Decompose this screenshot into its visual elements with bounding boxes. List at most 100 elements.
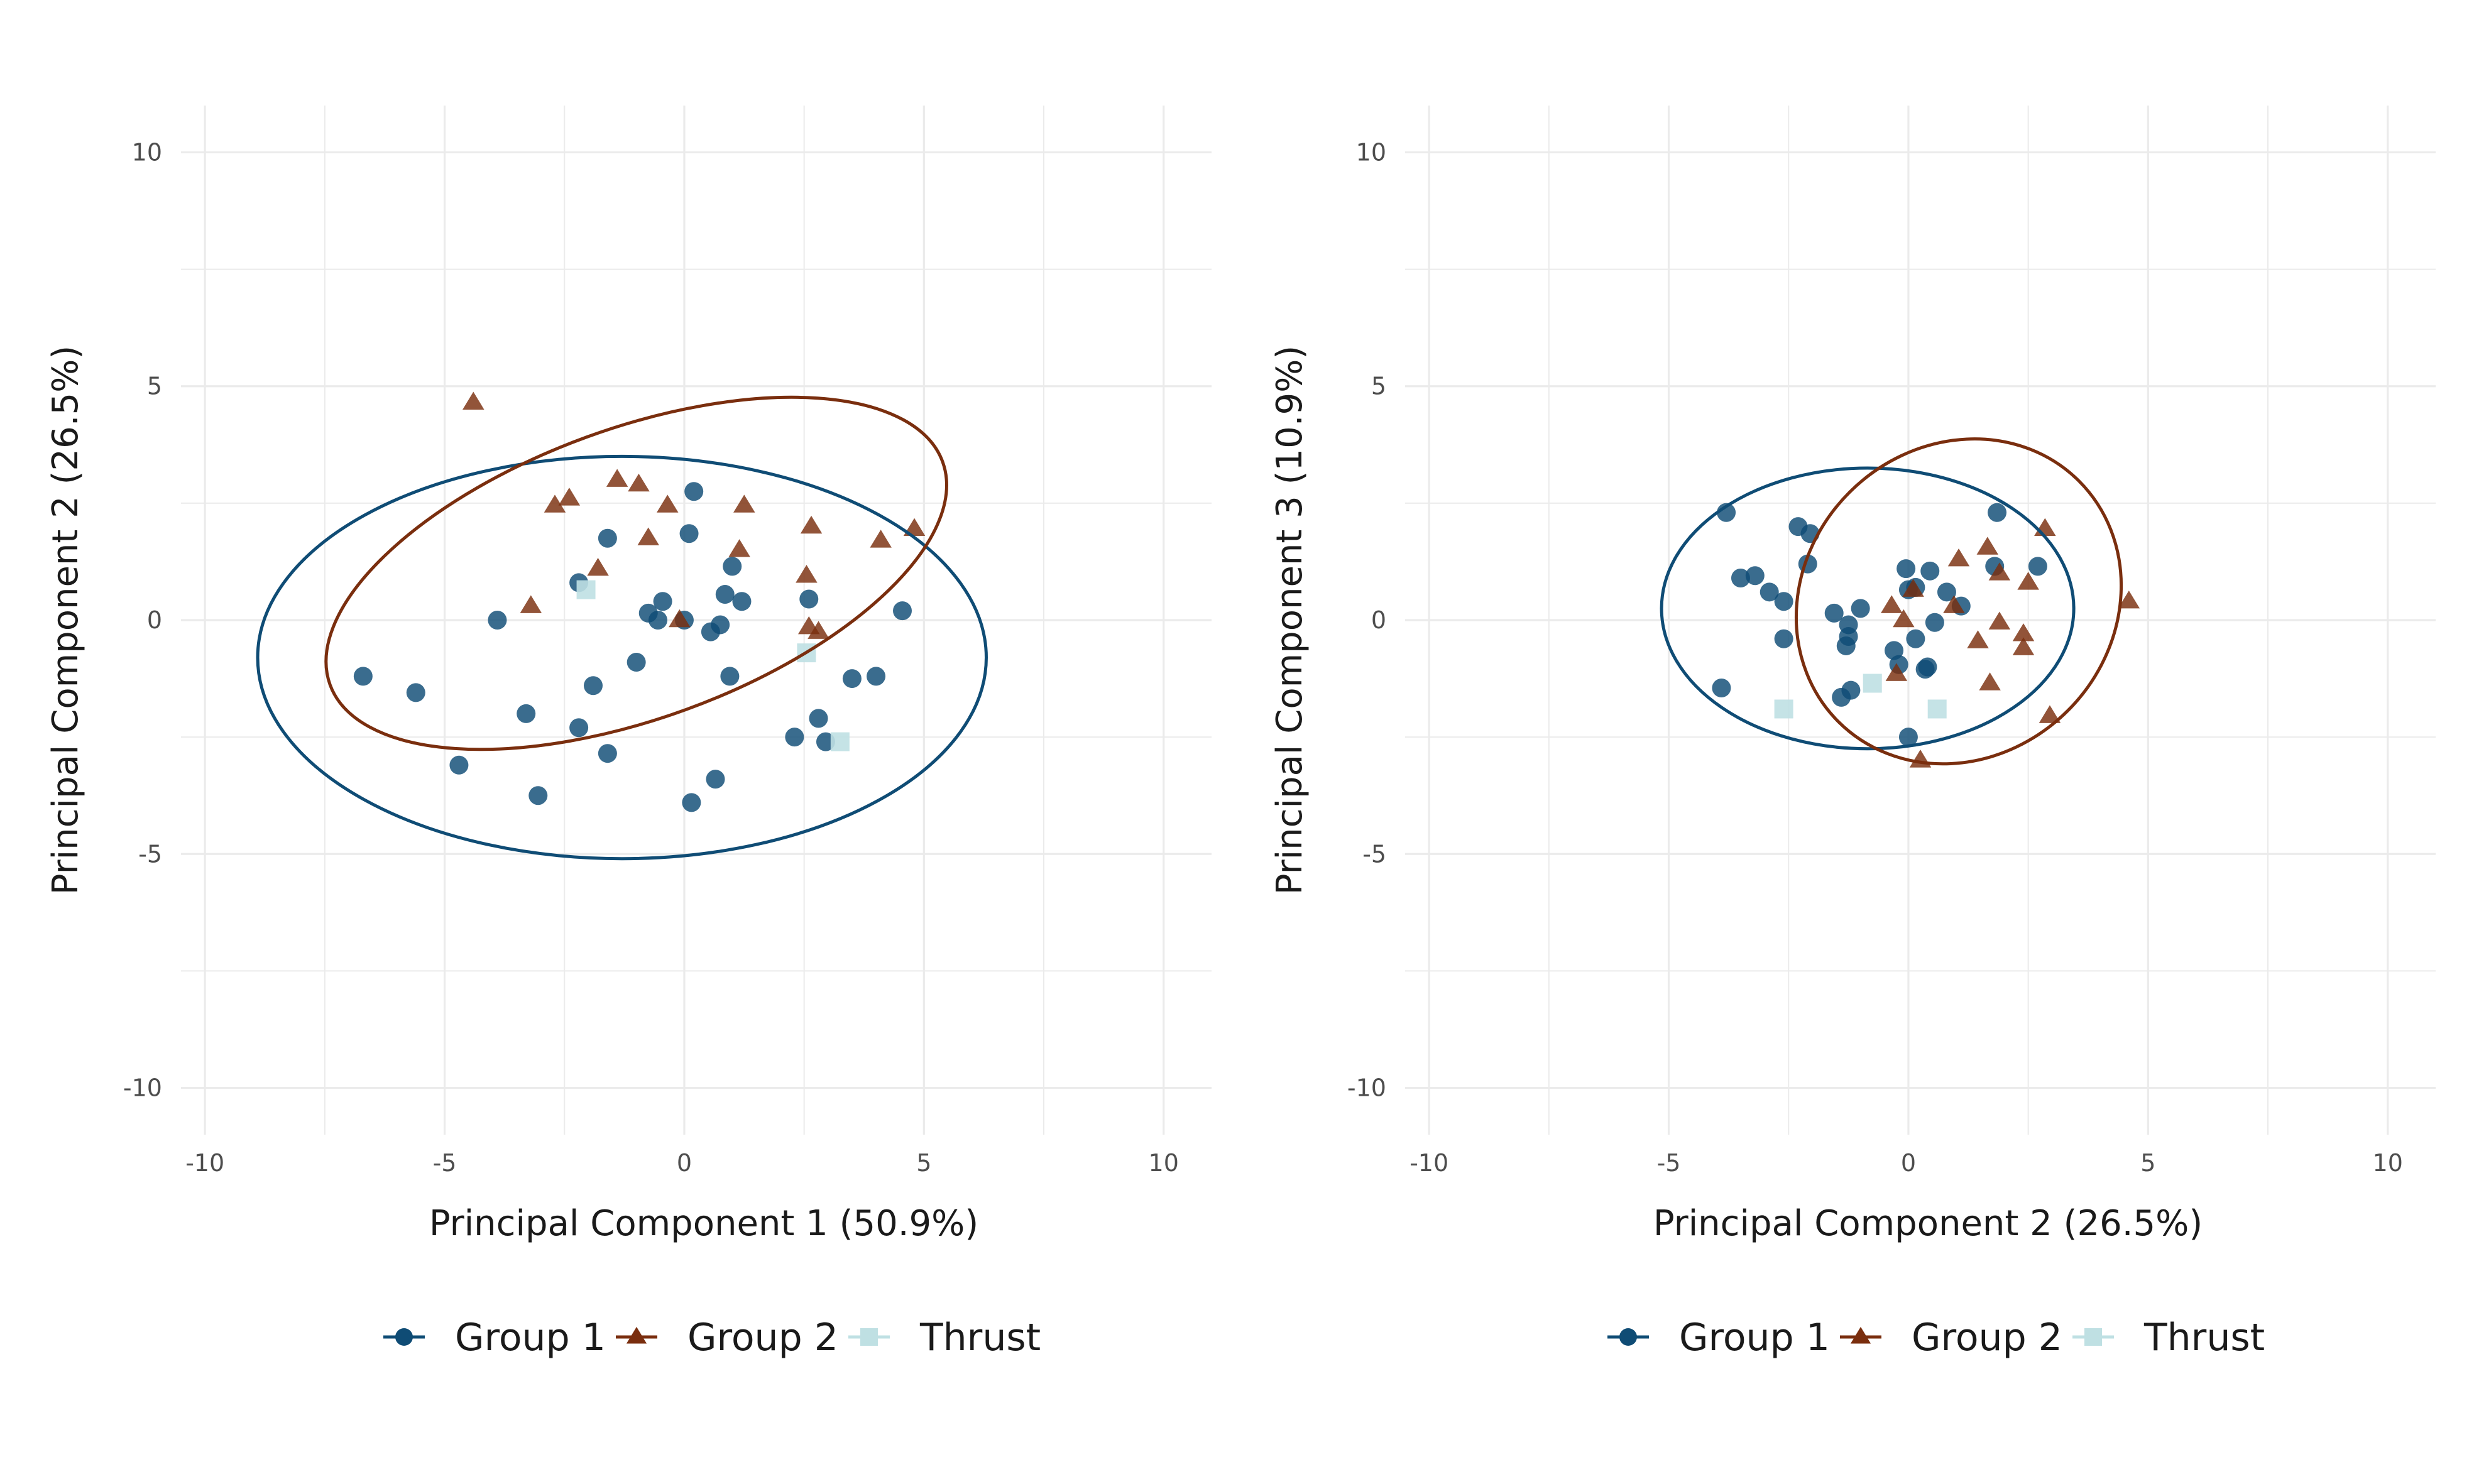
y-tick-label: 10: [1356, 138, 1386, 166]
point-group2: [1902, 579, 1924, 597]
x-tick-label: -5: [433, 1149, 457, 1177]
point-thrust: [1774, 699, 1793, 719]
point-group2: [1909, 750, 1932, 768]
y-tick-label: -10: [1347, 1074, 1386, 1102]
x-axis-title: Principal Component 1 (50.9%): [429, 1203, 978, 1244]
point-group1: [2028, 557, 2047, 576]
point-group2: [1979, 672, 2001, 690]
point-group2: [1947, 548, 1970, 567]
point-group1: [1897, 559, 1916, 579]
points: [1712, 503, 2140, 768]
legend-key-group1: [1619, 1328, 1637, 1346]
pca-panel-2: -10 -5 0 5 10 -10 -5 0 5 10 Principal Component 2 …: [1269, 106, 2436, 1360]
point-group1: [598, 528, 617, 548]
x-axis-title: Principal Component 2 (26.5%): [1653, 1203, 2203, 1244]
point-group1: [1851, 599, 1870, 618]
point-group1: [598, 744, 617, 763]
point-group1: [627, 653, 646, 672]
point-group2: [1988, 562, 2011, 581]
point-group1: [682, 793, 701, 812]
point-group1: [842, 669, 862, 689]
ellipse-group1: [256, 454, 988, 861]
legend-key-group1: [395, 1328, 413, 1346]
point-group2: [637, 527, 659, 545]
point-group2: [587, 557, 609, 576]
point-group1: [867, 667, 886, 686]
point-group1: [1898, 728, 1918, 747]
point-group2: [1988, 611, 2011, 630]
point-group2: [558, 488, 581, 506]
legend-label-thrust: Thrust: [2143, 1316, 2265, 1360]
point-group1: [720, 667, 740, 686]
point-group1: [1918, 657, 1937, 677]
point-group2: [656, 494, 679, 513]
point-group1: [1731, 568, 1750, 587]
legend-label-group1: Group 1: [455, 1316, 606, 1360]
point-group1: [517, 704, 536, 723]
x-tick-label: 0: [677, 1149, 692, 1177]
point-group2: [1893, 609, 1915, 628]
point-group1: [1774, 592, 1793, 611]
y-tick-label: 10: [132, 138, 162, 166]
grid: [1405, 106, 2436, 1135]
point-group2: [1967, 630, 1989, 648]
point-group2: [796, 565, 818, 583]
point-group1: [1988, 503, 2007, 522]
legend-label-group2: Group 2: [1912, 1316, 2062, 1360]
y-tick-label: 5: [1371, 373, 1386, 400]
point-group1: [684, 482, 704, 501]
point-thrust: [830, 732, 850, 751]
point-group1: [1925, 613, 1944, 632]
point-group1: [679, 524, 699, 543]
point-group1: [648, 611, 667, 630]
x-tick-label: 5: [2140, 1149, 2155, 1177]
point-group2: [1880, 595, 1903, 613]
point-group1: [1824, 603, 1844, 623]
y-axis-title: Principal Component 2 (26.5%): [45, 346, 86, 895]
point-group2: [2012, 623, 2035, 641]
point-group2: [2017, 572, 2039, 590]
point-group2: [544, 494, 566, 513]
point-group2: [669, 609, 691, 628]
point-group2: [2118, 590, 2140, 609]
point-group1: [1774, 629, 1793, 648]
point-group1: [1920, 561, 1940, 581]
pca-panel-1: -10 -5 0 5 10 -10 -5 0 5 10 Principal Component 1 …: [45, 106, 1212, 1360]
x-tick-label: 5: [916, 1149, 931, 1177]
x-tick-label: 10: [2373, 1149, 2403, 1177]
point-group2: [520, 595, 542, 613]
point-group1: [893, 601, 912, 621]
point-group1: [809, 709, 828, 728]
point-group1: [1745, 566, 1765, 586]
legend-key-thrust: [860, 1328, 878, 1346]
legend: Group 1 Group 2 Thrust: [1607, 1316, 2265, 1360]
point-group1: [715, 585, 735, 604]
point-group1: [1832, 687, 1851, 707]
confidence-ellipses: [1660, 437, 2123, 766]
y-axis-title: Principal Component 3 (10.9%): [1269, 346, 1310, 895]
point-group2: [1885, 663, 1908, 681]
x-tick-label: -10: [1409, 1149, 1448, 1177]
y-tick-label: -10: [123, 1074, 162, 1102]
y-tick-label: 5: [147, 373, 162, 400]
point-group1: [706, 770, 725, 789]
y-tick-label: 0: [147, 606, 162, 634]
x-tick-label: 10: [1149, 1149, 1179, 1177]
point-group1: [353, 667, 373, 686]
legend-label-group2: Group 2: [687, 1316, 838, 1360]
legend-key-group2: [626, 1326, 647, 1344]
point-group2: [800, 515, 823, 534]
point-thrust: [576, 580, 596, 599]
point-group1: [528, 786, 548, 805]
y-tick-label: -5: [138, 840, 162, 868]
point-group1: [1760, 582, 1779, 602]
point-group2: [628, 473, 650, 492]
point-group1: [711, 615, 730, 635]
x-tick-label: -5: [1657, 1149, 1681, 1177]
point-group1: [1906, 629, 1925, 648]
point-group1: [569, 718, 589, 738]
point-thrust: [1863, 674, 1882, 693]
x-tick-label: -10: [185, 1149, 224, 1177]
point-group1: [488, 611, 507, 630]
